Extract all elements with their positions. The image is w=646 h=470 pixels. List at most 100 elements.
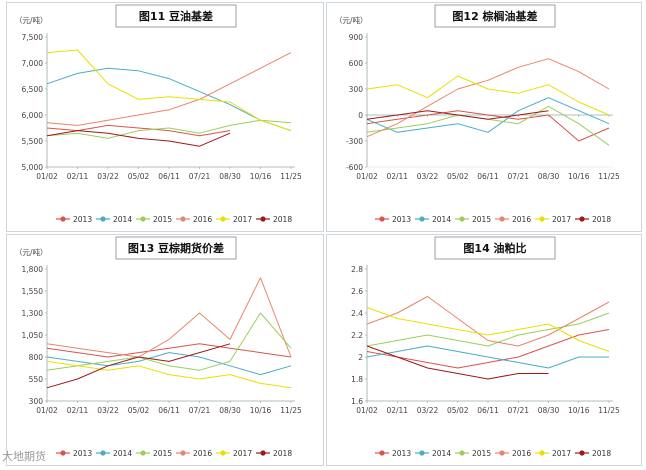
x-tick-label: 07/21 — [189, 172, 211, 181]
series-line-2015 — [366, 105, 610, 146]
y-tick-label: 5,500 — [22, 137, 44, 146]
legend-label: 2016 — [193, 449, 212, 458]
x-tick-label: 05/02 — [128, 406, 150, 415]
y-tick-label: 2.8 — [351, 265, 363, 274]
legend-label: 2017 — [233, 215, 252, 224]
x-tick-label: 05/02 — [447, 406, 469, 415]
chart-title: 图12 棕榈油基差 — [452, 9, 537, 23]
x-tick-label: 01/02 — [356, 406, 378, 415]
series-line-2018 — [46, 130, 231, 147]
x-tick-label: 01/02 — [36, 172, 58, 181]
legend-label: 2015 — [472, 215, 491, 224]
x-tick-label: 10/16 — [250, 172, 272, 181]
y-tick-label: 600 — [349, 59, 364, 68]
x-tick-label: 02/11 — [67, 406, 89, 415]
x-tick-label: 02/11 — [67, 172, 89, 181]
legend-swatch-marker — [379, 216, 385, 222]
x-tick-label: 06/11 — [158, 172, 180, 181]
y-axis-unit-label: （元/吨） — [15, 247, 48, 257]
series-line-2018 — [46, 343, 231, 389]
y-tick-label: 2.2 — [351, 331, 363, 340]
chart-title-box — [115, 236, 237, 260]
x-tick-label: 07/21 — [507, 172, 529, 181]
chart-title-box — [434, 4, 556, 28]
legend-swatch-marker — [140, 450, 146, 456]
y-tick-label: -600 — [346, 163, 363, 172]
legend-label: 2018 — [273, 215, 292, 224]
y-tick-label: 1.6 — [351, 397, 363, 406]
x-tick-label: 11/25 — [280, 406, 302, 415]
legend-label: 2013 — [392, 449, 411, 458]
legend-swatch-marker — [379, 450, 385, 456]
x-tick-label: 06/11 — [477, 406, 499, 415]
legend-swatch-marker — [579, 450, 585, 456]
legend-label: 2018 — [592, 215, 611, 224]
legend-swatch-marker — [220, 216, 226, 222]
legend-swatch-marker — [180, 450, 186, 456]
series-line-2016 — [46, 277, 292, 358]
x-tick-label: 05/02 — [128, 172, 150, 181]
y-tick-label: 5,000 — [22, 163, 44, 172]
series-line-2014 — [366, 345, 609, 369]
y-tick-label: 900 — [349, 33, 364, 42]
x-tick-label: 03/22 — [97, 406, 119, 415]
legend-swatch-marker — [499, 216, 505, 222]
series-line-2015 — [46, 312, 292, 371]
x-tick-label: 10/16 — [250, 406, 272, 415]
legend-swatch-marker — [579, 216, 585, 222]
chart-title-box — [115, 4, 237, 28]
y-tick-label: -300 — [346, 137, 363, 146]
series-line-2013 — [366, 329, 610, 369]
y-tick-label: 2.4 — [351, 309, 363, 318]
legend-label: 2013 — [73, 215, 92, 224]
legend-label: 2013 — [73, 449, 92, 458]
series-line-2018 — [366, 345, 549, 380]
y-tick-label: 1,300 — [22, 309, 44, 318]
series-line-2018 — [366, 110, 549, 120]
legend-swatch-marker — [419, 450, 425, 456]
x-tick-label: 05/02 — [447, 172, 469, 181]
legend-swatch-marker — [419, 216, 425, 222]
legend-label: 2018 — [592, 449, 611, 458]
x-tick-label: 11/25 — [598, 406, 620, 415]
legend-swatch-marker — [499, 450, 505, 456]
y-tick-label: 6,000 — [22, 111, 44, 120]
legend-label: 2015 — [153, 215, 172, 224]
series-line-2017 — [46, 360, 292, 389]
legend-label: 2013 — [392, 215, 411, 224]
legend-swatch-marker — [220, 450, 226, 456]
legend-swatch-marker — [459, 450, 465, 456]
series-line-2016 — [366, 296, 610, 347]
x-tick-label: 03/22 — [97, 172, 119, 181]
legend-label: 2017 — [552, 215, 571, 224]
chart-panel-palm-oil-basis: 图12 棕榈油基差 （元/吨） 900 600 300 0 -300 -600 01/02 02/… — [326, 2, 642, 232]
chart-panel-soybean-oil-basis: 图11 豆油基差 （元/吨） 7,500 7,000 6,500 6,000 5,500 5,… — [6, 2, 324, 232]
x-tick-label: 03/22 — [417, 172, 439, 181]
y-tick-label: 550 — [29, 375, 44, 384]
chart-title: 图11 豆油基差 — [139, 9, 213, 23]
series-line-2016 — [46, 52, 292, 126]
y-tick-label: 2 — [358, 353, 363, 362]
x-tick-label: 01/02 — [356, 172, 378, 181]
x-tick-label: 10/16 — [568, 172, 590, 181]
legend-label: 2014 — [432, 215, 451, 224]
y-axis-unit-label: （元/吨） — [335, 15, 368, 25]
series-line-2013 — [46, 343, 292, 358]
y-tick-label: 0 — [358, 111, 363, 120]
series-line-2017 — [46, 49, 292, 132]
series-line-2014 — [46, 67, 292, 132]
legend-swatch-marker — [60, 216, 66, 222]
x-tick-label: 08/30 — [538, 172, 560, 181]
legend-swatch-marker — [100, 216, 106, 222]
y-tick-label: 1.8 — [351, 375, 363, 384]
x-tick-label: 11/25 — [598, 172, 620, 181]
legend-swatch-marker — [140, 216, 146, 222]
y-tick-label: 300 — [29, 397, 44, 406]
legend-swatch-marker — [260, 450, 266, 456]
x-tick-label: 02/11 — [386, 406, 408, 415]
legend-label: 2017 — [552, 449, 571, 458]
series-line-2014 — [366, 97, 610, 133]
legend-label: 2016 — [193, 215, 212, 224]
y-axis-unit-label: （元/吨） — [15, 15, 48, 25]
legend-swatch-marker — [260, 216, 266, 222]
